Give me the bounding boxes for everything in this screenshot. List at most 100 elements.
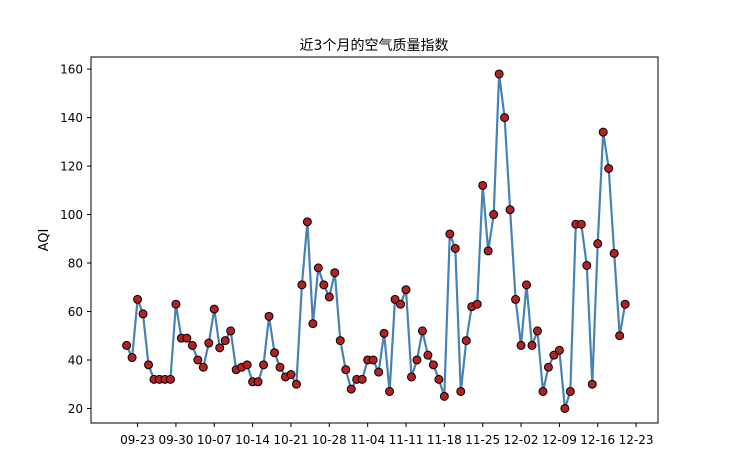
- x-tick-label: 11-18: [427, 433, 462, 447]
- data-point: [406, 372, 416, 382]
- data-point: [253, 377, 263, 387]
- data-point: [505, 205, 515, 215]
- x-tick-label: 09-23: [120, 433, 155, 447]
- x-tick-label: 11-04: [350, 433, 385, 447]
- data-point: [324, 292, 334, 302]
- y-tick-label: 140: [60, 111, 83, 125]
- x-tick-label: 10-07: [197, 433, 232, 447]
- data-point: [511, 294, 521, 304]
- data-point: [302, 217, 312, 227]
- data-point: [286, 370, 296, 380]
- x-axis: 09-23 09-30 10-07 10-14 10-21 10-28 11-04 11-11…: [120, 423, 654, 447]
- data-point: [516, 340, 526, 350]
- data-point: [396, 299, 406, 309]
- data-point: [122, 340, 132, 350]
- data-point: [593, 239, 603, 249]
- data-point: [138, 309, 148, 319]
- data-point: [445, 229, 455, 239]
- x-tick-label: 09-30: [158, 433, 193, 447]
- data-point: [532, 326, 542, 336]
- data-point: [423, 350, 433, 360]
- data-point: [500, 113, 510, 123]
- data-point: [560, 403, 570, 413]
- data-point: [598, 127, 608, 137]
- data-point: [187, 340, 197, 350]
- data-point: [478, 180, 488, 190]
- plot-area: [90, 56, 659, 424]
- data-point: [297, 280, 307, 290]
- x-tick-label: 12-23: [619, 433, 654, 447]
- data-point: [204, 338, 214, 348]
- data-point: [270, 348, 280, 358]
- data-point: [291, 379, 301, 389]
- data-point: [368, 355, 378, 365]
- data-point: [127, 353, 137, 363]
- data-point: [264, 311, 274, 321]
- data-point: [543, 362, 553, 372]
- data-point: [615, 331, 625, 341]
- data-point: [357, 374, 367, 384]
- y-tick-label: 160: [60, 63, 83, 77]
- data-point: [439, 391, 449, 401]
- data-point: [335, 336, 345, 346]
- data-point: [576, 219, 586, 229]
- data-point: [604, 163, 614, 173]
- y-tick-label: 80: [68, 257, 83, 271]
- data-point: [259, 360, 269, 370]
- data-point: [522, 280, 532, 290]
- data-point: [472, 299, 482, 309]
- data-point: [220, 336, 230, 346]
- data-point: [565, 386, 575, 396]
- x-tick-label: 12-02: [504, 433, 539, 447]
- data-point: [385, 386, 395, 396]
- data-point: [417, 326, 427, 336]
- data-point: [527, 340, 537, 350]
- data-point: [133, 294, 143, 304]
- chart-title: 近3个月的空气质量指数: [300, 38, 449, 54]
- series-line: [125, 72, 627, 410]
- y-tick-label: 40: [68, 353, 83, 367]
- data-point: [182, 333, 192, 343]
- data-point: [538, 386, 548, 396]
- data-point: [346, 384, 356, 394]
- data-point: [379, 328, 389, 338]
- data-point: [620, 299, 630, 309]
- data-point: [198, 362, 208, 372]
- data-point: [428, 360, 438, 370]
- data-point: [209, 304, 219, 314]
- y-tick-label: 20: [68, 402, 83, 416]
- data-point: [609, 248, 619, 258]
- data-point: [412, 355, 422, 365]
- data-point: [401, 285, 411, 295]
- x-tick-label: 11-11: [389, 433, 424, 447]
- y-tick-label: 60: [68, 305, 83, 319]
- data-point: [341, 365, 351, 375]
- data-point: [171, 299, 181, 309]
- data-point: [215, 343, 225, 353]
- x-tick-label: 11-25: [465, 433, 500, 447]
- data-point: [483, 246, 493, 256]
- x-tick-label: 10-28: [312, 433, 347, 447]
- data-point: [450, 243, 460, 253]
- data-point: [165, 374, 175, 384]
- data-point: [193, 355, 203, 365]
- data-point: [319, 280, 329, 290]
- y-tick-label: 120: [60, 160, 83, 174]
- data-point: [313, 263, 323, 273]
- y-axis-label: AQI: [37, 229, 52, 252]
- x-tick-label: 10-14: [235, 433, 270, 447]
- data-point: [374, 367, 384, 377]
- data-point: [434, 374, 444, 384]
- data-point: [242, 360, 252, 370]
- y-tick-label: 100: [60, 208, 83, 222]
- data-point: [456, 386, 466, 396]
- data-point: [587, 379, 597, 389]
- data-point: [554, 345, 564, 355]
- data-point: [494, 69, 504, 79]
- x-tick-label: 10-21: [274, 433, 309, 447]
- data-point: [330, 268, 340, 278]
- data-point: [308, 319, 318, 329]
- data-point: [489, 210, 499, 220]
- y-axis: 20 40 60 80 100 120 140 160: [60, 63, 91, 416]
